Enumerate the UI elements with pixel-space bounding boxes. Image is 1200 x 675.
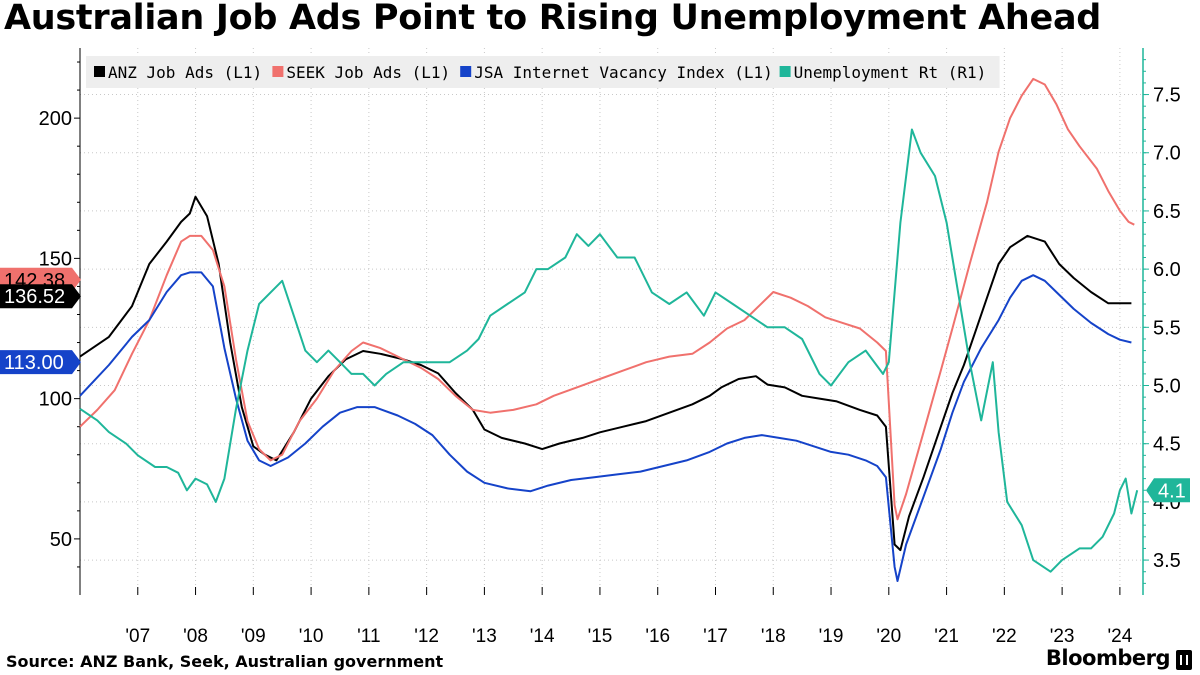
last-value-text: 136.52 <box>4 286 65 308</box>
legend-label: ANZ Job Ads (L1) <box>108 63 262 82</box>
x-tick-label: '18 <box>761 626 786 647</box>
right-tick-label: 6.5 <box>1153 201 1181 223</box>
series-line-seek-job-ads-l1 <box>79 77 1135 521</box>
last-value-badge <box>0 284 81 309</box>
right-tick-label: 5.0 <box>1153 376 1181 398</box>
series-line-anz-job-ads-l1 <box>79 195 1132 552</box>
x-tick-label: '09 <box>241 626 266 647</box>
legend-swatch <box>460 66 472 77</box>
plot-area <box>80 48 1143 595</box>
x-axis: '07 '08 '09 '10 '11 '12 '13 '14 '15 '16 '17 '18 '19 '… <box>125 587 1133 647</box>
x-tick-label: '19 <box>819 626 844 647</box>
left-tick-label: 50 <box>50 529 72 551</box>
x-tick-label: '16 <box>645 626 670 647</box>
right-tick-label: 3.5 <box>1153 550 1181 572</box>
bloomberg-logo: Bloomberg <box>1045 646 1171 670</box>
x-tick-label: '23 <box>1050 626 1075 647</box>
right-tick-label: 6.0 <box>1153 259 1181 281</box>
x-tick-label: '11 <box>357 626 380 647</box>
last-value-text: 113.00 <box>4 352 64 374</box>
chart-title: Australian Job Ads Point to Rising Unemp… <box>4 0 1102 38</box>
left-tick-label: 150 <box>39 248 72 270</box>
left-axis: 50 100 150 200 <box>39 61 80 568</box>
x-tick-label: '12 <box>414 626 439 647</box>
x-tick-label: '10 <box>299 626 324 647</box>
left-tick-label: 100 <box>39 389 72 411</box>
legend-label: SEEK Job Ads (L1) <box>286 63 450 82</box>
right-tick-label: 7.0 <box>1153 143 1181 165</box>
right-axis: 3.54.04.55.05.56.06.57.07.5 <box>1143 59 1181 584</box>
x-tick-label: '20 <box>876 626 901 647</box>
x-tick-label: '08 <box>183 626 208 647</box>
x-tick-label: '17 <box>703 626 728 647</box>
last-value-badge <box>1146 478 1190 503</box>
x-tick-label: '15 <box>588 626 613 647</box>
series-line-jsa-internet-vacancy-index-l1 <box>79 271 1132 582</box>
last-value-text: 4.1 <box>1158 480 1186 502</box>
legend-swatch <box>272 66 284 77</box>
legend-label: Unemployment Rt (R1) <box>794 63 987 82</box>
last-value-badge <box>0 350 81 375</box>
right-tick-label: 7.5 <box>1153 85 1181 107</box>
legend: ANZ Job Ads (L1) SEEK Job Ads (L1) JSA Int… <box>86 56 1000 88</box>
legend-swatch <box>779 66 791 77</box>
bloomberg-mark-icon <box>1176 650 1192 670</box>
x-tick-label: '07 <box>125 626 150 647</box>
x-tick-label: '24 <box>1108 626 1133 647</box>
x-tick-label: '13 <box>472 626 497 647</box>
x-tick-label: '21 <box>934 626 959 647</box>
left-tick-label: 200 <box>39 108 72 130</box>
x-tick-label: '14 <box>530 626 555 647</box>
source-note: Source: ANZ Bank, Seek, Australian gover… <box>6 652 444 671</box>
legend-label: JSA Internet Vacancy Index (L1) <box>474 63 773 82</box>
right-tick-label: 4.5 <box>1153 434 1181 456</box>
legend-swatch <box>94 66 105 77</box>
series-line-unemployment-rt-r1 <box>79 128 1139 573</box>
legend-background <box>86 56 1000 88</box>
right-tick-label: 5.5 <box>1153 317 1181 339</box>
series-lines <box>79 77 1139 582</box>
x-tick-label: '22 <box>992 626 1017 647</box>
